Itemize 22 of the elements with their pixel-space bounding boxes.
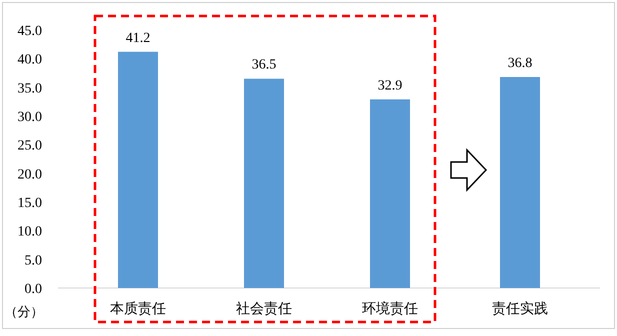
x-tick-label: 社会责任	[236, 301, 292, 317]
data-label: 36.8	[508, 56, 532, 72]
y-tick-label: 10.0	[18, 224, 42, 240]
y-tick-label: 45.0	[18, 24, 42, 39]
y-tick-label: 30.0	[18, 110, 42, 125]
y-axis-title: （分）	[4, 304, 44, 319]
x-tick-label: 责任实践	[492, 301, 548, 317]
x-tick-label: 环境责任	[362, 301, 418, 317]
y-tick-label: 35.0	[18, 81, 42, 96]
data-label: 32.9	[378, 78, 402, 94]
y-tick-label: 20.0	[18, 167, 42, 182]
bar	[500, 77, 540, 288]
bar	[244, 78, 284, 288]
data-label: 36.5	[252, 58, 276, 73]
y-tick-label: 25.0	[18, 138, 42, 154]
x-tick-label: 本质责任	[110, 301, 166, 317]
data-label: 41.2	[126, 30, 150, 46]
bar	[118, 52, 158, 288]
y-tick-label: 40.0	[18, 52, 42, 68]
y-tick-label: 15.0	[18, 196, 42, 211]
y-tick-label: 5.0	[24, 253, 42, 268]
y-tick-label: 0.0	[24, 282, 42, 297]
